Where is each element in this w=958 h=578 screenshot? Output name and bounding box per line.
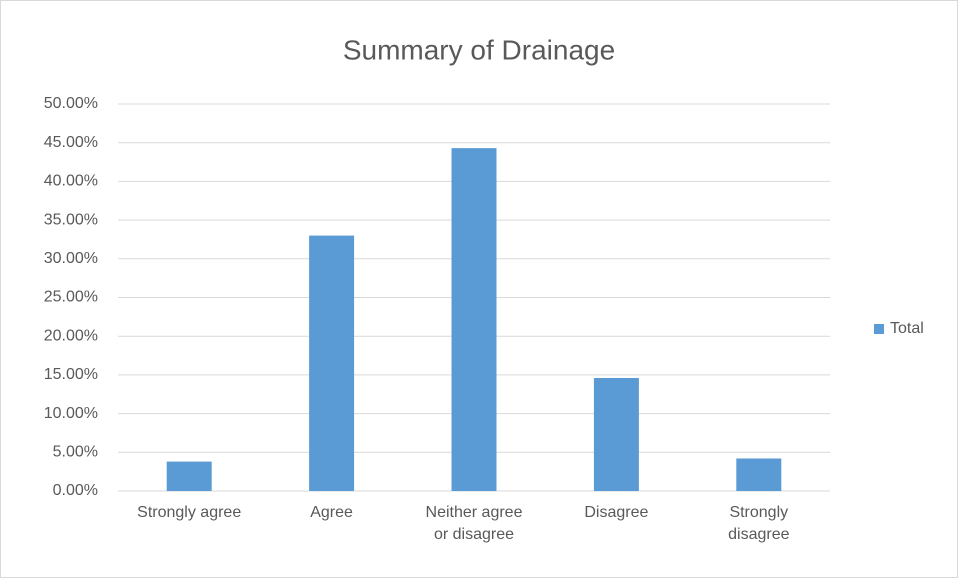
- y-tick-label: 25.00%: [44, 289, 98, 306]
- bar: [166, 461, 212, 491]
- bar: [309, 235, 355, 491]
- x-tick-label: Strongly disagree: [728, 504, 790, 543]
- x-tick-label: Disagree: [584, 504, 649, 521]
- y-tick-label: 50.00%: [44, 95, 98, 112]
- y-tick-label: 35.00%: [44, 211, 98, 228]
- bar: [593, 377, 639, 491]
- x-tick-label: Neither agree or disagree: [425, 504, 523, 543]
- y-tick-label: 0.00%: [53, 482, 98, 499]
- chart-title: Summary of Drainage: [343, 34, 615, 65]
- y-tick-label: 20.00%: [44, 327, 98, 344]
- legend-swatch: [874, 324, 884, 334]
- x-tick-label: Strongly agree: [137, 504, 242, 521]
- bar: [736, 458, 782, 491]
- y-tick-label: 10.00%: [44, 405, 98, 422]
- y-tick-label: 30.00%: [44, 250, 98, 267]
- y-tick-label: 45.00%: [44, 134, 98, 151]
- bar: [451, 148, 497, 492]
- y-tick-label: 15.00%: [44, 366, 98, 383]
- x-tick-label: Agree: [310, 504, 353, 521]
- y-tick-label: 40.00%: [44, 173, 98, 190]
- y-tick-label: 5.00%: [53, 444, 98, 461]
- legend-label: Total: [890, 320, 924, 337]
